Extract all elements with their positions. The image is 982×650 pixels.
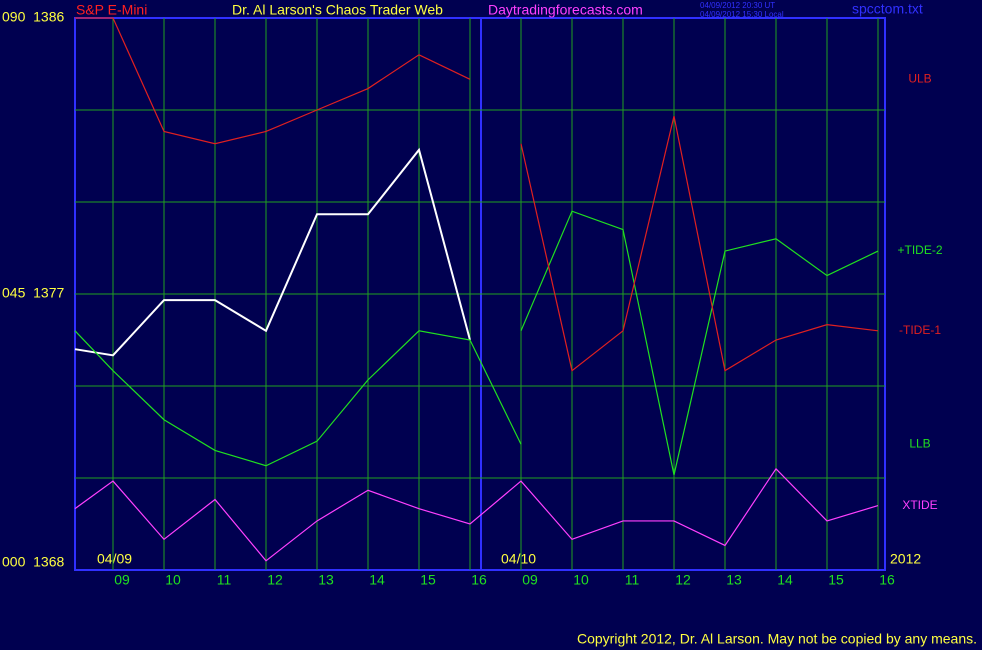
series-label: XTIDE xyxy=(902,498,937,512)
x-tick-label: 16 xyxy=(879,572,895,588)
x-tick-label: 14 xyxy=(369,572,385,588)
x-tick-label: 12 xyxy=(675,572,691,588)
x-tick-label: 16 xyxy=(471,572,487,588)
x-tick-label: 12 xyxy=(267,572,283,588)
series-label: +TIDE-2 xyxy=(897,243,942,257)
date-label: 04/09 xyxy=(97,551,132,567)
series-line xyxy=(74,467,879,562)
series-line xyxy=(74,147,471,357)
series-line xyxy=(74,330,522,467)
series-label: ULB xyxy=(908,72,931,86)
series-label: LLB xyxy=(909,436,930,450)
instrument: S&P E-Mini xyxy=(76,2,147,18)
y-tick-label: 000 1368 xyxy=(2,554,64,570)
timestamp: 04/09/2012 15:30 Local xyxy=(700,10,784,19)
x-tick-label: 15 xyxy=(828,572,844,588)
x-tick-label: 10 xyxy=(165,572,181,588)
series-line xyxy=(520,115,879,372)
file-name: spcctom.txt xyxy=(852,1,923,17)
chart-title: Dr. Al Larson's Chaos Trader Web xyxy=(232,2,443,18)
series-line xyxy=(520,210,879,476)
series-label: -TIDE-1 xyxy=(899,323,941,337)
y-tick-label: 090 1386 xyxy=(2,9,64,25)
x-tick-label: 11 xyxy=(217,572,232,588)
x-tick-label: 13 xyxy=(318,572,334,588)
site: Daytradingforecasts.com xyxy=(488,2,643,18)
x-tick-label: 14 xyxy=(777,572,793,588)
x-tick-label: 09 xyxy=(114,572,130,588)
x-tick-label: 09 xyxy=(522,572,538,588)
x-tick-label: 10 xyxy=(573,572,589,588)
copyright: Copyright 2012, Dr. Al Larson. May not b… xyxy=(577,631,977,647)
date-label: 04/10 xyxy=(501,551,536,567)
x-tick-label: 13 xyxy=(726,572,742,588)
x-tick-label: 15 xyxy=(420,572,436,588)
date-label: 2012 xyxy=(890,551,921,567)
timestamp: 04/09/2012 20:30 UT xyxy=(700,1,775,10)
series-line xyxy=(75,17,471,145)
y-tick-label: 045 1377 xyxy=(2,285,64,301)
x-tick-label: 11 xyxy=(625,572,640,588)
